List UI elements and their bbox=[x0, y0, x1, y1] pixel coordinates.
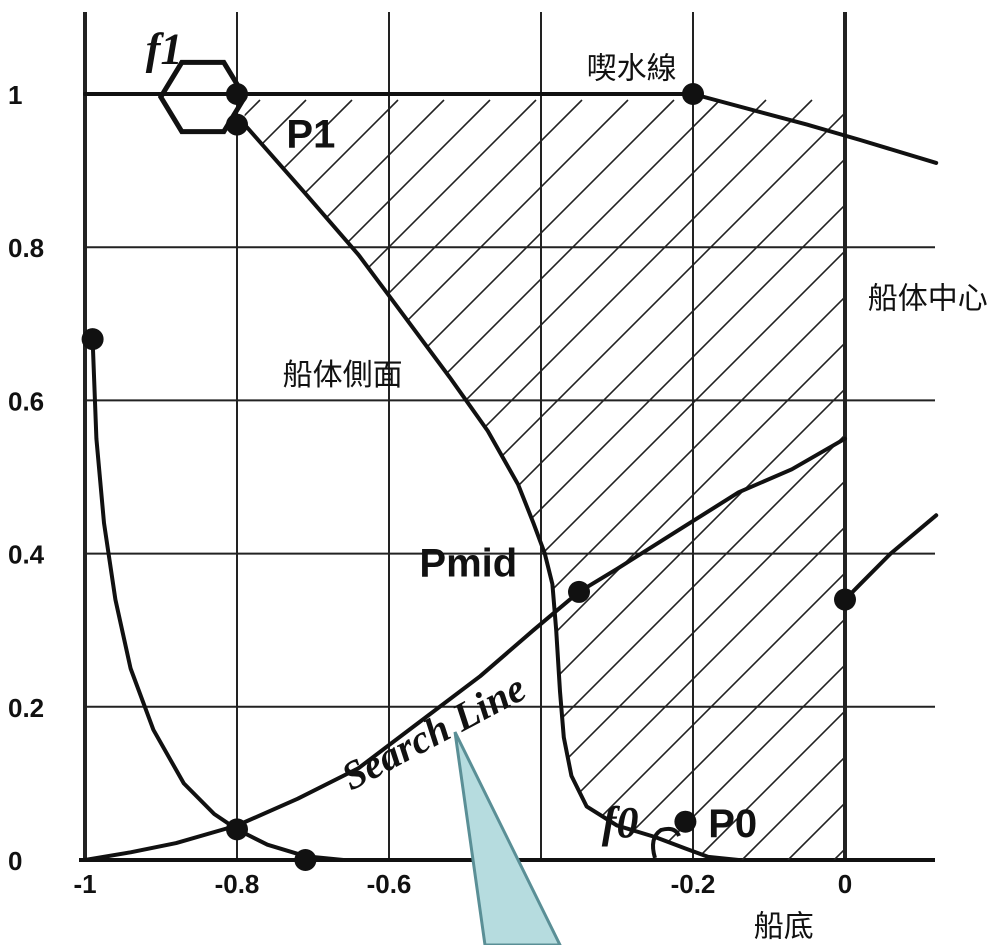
hatch-line bbox=[972, 100, 994, 860]
hatch-line bbox=[511, 99, 846, 860]
data-point-6 bbox=[81, 328, 104, 351]
y-tick-label: 0.4 bbox=[8, 540, 45, 570]
data-point-p0 bbox=[674, 810, 697, 833]
x-tick-label: -0.6 bbox=[367, 869, 412, 899]
data-point-p1 bbox=[226, 113, 248, 136]
data-point-1 bbox=[226, 83, 248, 105]
x-tick-label: -0.2 bbox=[671, 869, 716, 899]
hatch-line bbox=[603, 99, 846, 860]
annotation-9: 船底 bbox=[754, 910, 814, 945]
annotation-7: f0 bbox=[602, 798, 639, 847]
hatch-line bbox=[787, 99, 846, 860]
series-line-3 bbox=[90, 337, 346, 862]
hatch-line bbox=[244, 99, 307, 860]
data-point-5 bbox=[226, 818, 248, 841]
hatch-line bbox=[695, 99, 846, 860]
annotation-0: 喫水線 bbox=[587, 52, 677, 87]
hatch-line bbox=[244, 99, 261, 860]
f0-hook-marker bbox=[651, 826, 681, 859]
annotation-8: P0 bbox=[708, 802, 757, 846]
hatch-line bbox=[833, 99, 846, 860]
y-tick-label: 0.6 bbox=[8, 386, 44, 416]
hatch-line bbox=[244, 99, 353, 860]
series-line-1 bbox=[691, 92, 939, 165]
hatch-line bbox=[244, 99, 846, 860]
y-tick-label: 0.2 bbox=[8, 693, 44, 723]
hatch-line bbox=[244, 99, 846, 860]
annotation-3: 船体側面 bbox=[283, 358, 403, 393]
series-line-4 bbox=[83, 436, 847, 862]
hatch-line bbox=[926, 100, 994, 860]
hatch-line bbox=[741, 99, 846, 860]
annotation-5: Search Line bbox=[334, 665, 533, 799]
annotation-6: f1 bbox=[146, 24, 183, 73]
y-tick-label: 1 bbox=[8, 80, 22, 110]
data-point-7 bbox=[834, 588, 856, 611]
f1-hexagon-marker bbox=[157, 59, 248, 135]
hatch-line bbox=[244, 99, 629, 860]
series-line-5 bbox=[843, 513, 939, 602]
x-tick-label: -0.8 bbox=[215, 869, 260, 899]
hatch-line bbox=[244, 99, 399, 860]
annotation-4: Pmid bbox=[419, 542, 517, 586]
hatch-line bbox=[465, 99, 846, 860]
data-point-pmid bbox=[568, 580, 590, 603]
hatch-line bbox=[244, 99, 537, 860]
hatch-line bbox=[244, 99, 583, 860]
x-tick-label: 0 bbox=[838, 869, 852, 899]
data-point-2 bbox=[682, 83, 704, 105]
annotation-1: P1 bbox=[286, 113, 335, 157]
x-tick-label: -1 bbox=[73, 869, 96, 899]
annotation-2: 船体中心 bbox=[868, 281, 988, 316]
hatch-line bbox=[557, 99, 846, 860]
y-tick-label: 0 bbox=[8, 846, 22, 876]
hatch-line bbox=[649, 99, 846, 860]
hatch-line bbox=[244, 99, 491, 860]
data-point-8 bbox=[294, 849, 317, 871]
y-tick-label: 0.8 bbox=[8, 233, 44, 263]
hatch-line bbox=[244, 99, 846, 860]
hatch-line bbox=[880, 100, 994, 860]
series-line-2 bbox=[242, 122, 741, 862]
